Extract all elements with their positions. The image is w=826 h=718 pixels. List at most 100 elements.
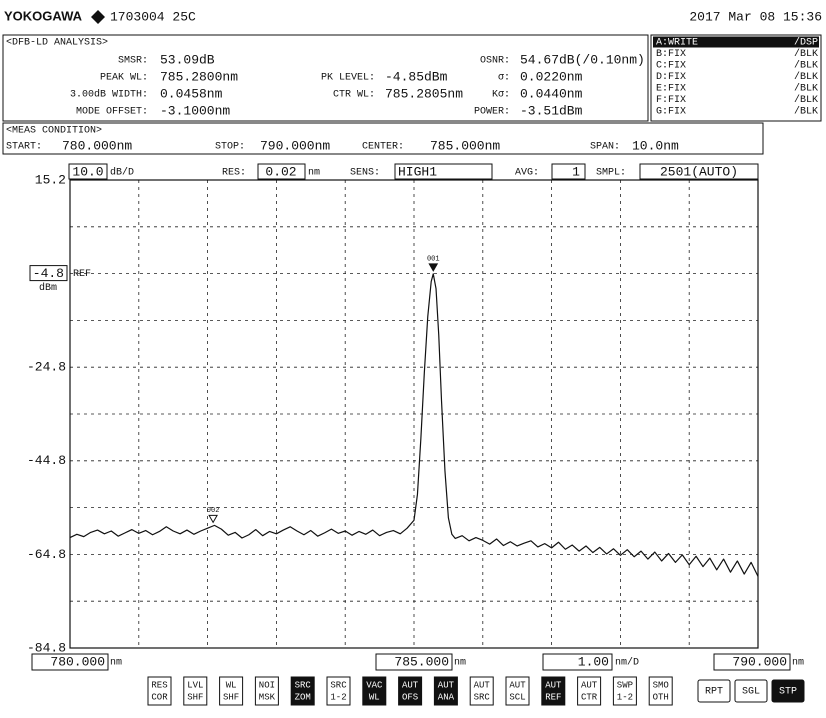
trace-name: E:FIX [656,84,686,95]
x-unit: nm [792,658,804,669]
ref-unit: dBm [39,282,57,294]
ref-level: -4.8 [33,266,64,281]
softkey[interactable] [398,676,423,706]
softkey-top[interactable]: SMO [653,680,669,690]
xdiv-box [542,653,613,671]
y-tick-label: -44.8 [27,453,66,468]
softkey-bottom[interactable]: 1-2 [617,692,633,702]
softkey-top[interactable]: LVL [187,680,203,690]
analysis-title: <DFB-LD ANALYSIS> [6,38,108,49]
ref-label: REF [73,269,91,280]
softkey-top[interactable]: NOI [259,680,275,690]
softkey-bottom[interactable]: ZOM [295,692,311,702]
softkey-top[interactable]: RES [151,680,167,690]
analysis-value: 0.0458nm [160,86,223,101]
softkey[interactable] [183,676,208,706]
softkey-bottom[interactable]: SRC [474,692,491,702]
softkey[interactable] [577,676,602,706]
condition-label: STOP: [215,142,245,153]
scale-box [68,163,108,180]
trace-mode: /BLK [794,60,818,72]
softkey-bottom[interactable]: ANA [438,692,455,702]
trace-name: C:FIX [656,61,686,72]
smpl-label: SMPL: [596,168,626,179]
softkey-bottom[interactable]: SHF [223,692,239,702]
softkey-bottom[interactable]: SCL [509,692,525,702]
trace-highlight [653,36,819,48]
marker-label: 001 [427,256,440,264]
run-key-label[interactable]: SGL [742,687,760,698]
trace-mode: /BLK [794,83,818,95]
sens-label: SENS: [350,168,380,179]
smpl: 2501(AUTO) [660,164,738,179]
condition-label: CENTER: [362,142,404,153]
y-tick-label: -24.8 [27,360,66,375]
condition-box [2,122,764,155]
analysis-value: 0.0220nm [520,69,583,84]
analysis-label: 3.00dB WIDTH: [70,89,148,101]
softkey-bottom[interactable]: SHF [187,692,203,702]
res: 0.02 [265,164,296,179]
avg: 1 [572,164,580,179]
softkey-top[interactable]: SRC [330,680,347,690]
softkey[interactable] [612,676,637,706]
analysis-label: OSNR: [480,56,510,67]
sens-box [394,163,493,180]
x-tick-box [375,653,453,671]
softkey-bottom[interactable]: COR [151,692,168,702]
softkey[interactable] [362,676,387,706]
analysis-label: σ: [498,73,510,84]
run-key-label[interactable]: STP [779,687,797,698]
brand-diamond [91,10,105,24]
trace-mode: /BLK [794,106,818,118]
run-key[interactable] [771,679,805,703]
analysis-label: CTR WL: [333,90,375,101]
softkey-top[interactable]: AUT [474,680,491,690]
softkey-bottom[interactable]: REF [545,692,561,702]
condition-value: 10.0nm [632,138,679,153]
softkey[interactable] [505,676,530,706]
condition-label: START: [6,142,42,153]
softkey-top[interactable]: SRC [295,680,312,690]
analysis-box [2,34,649,122]
avg-box [551,163,586,180]
x-unit: nm [454,658,466,669]
softkey-top[interactable]: SWP [617,680,633,690]
softkey-top[interactable]: AUT [438,680,455,690]
softkey-top[interactable]: AUT [581,680,598,690]
run-key-label[interactable]: RPT [705,687,723,698]
softkey-bottom[interactable]: CTR [581,692,598,702]
softkey-bottom[interactable]: WL [369,692,380,702]
softkey-bottom[interactable]: OTH [653,692,669,702]
softkey-top[interactable]: VAC [366,680,383,690]
softkey[interactable] [326,676,351,706]
softkey[interactable] [469,676,494,706]
x-tick-box [31,653,109,671]
x-tick-label: 790.000 [732,654,787,669]
trace-name: B:FIX [656,49,686,60]
softkey[interactable] [290,676,315,706]
softkey-top[interactable]: WL [226,680,237,690]
analysis-value: -3.1000nm [160,103,230,118]
softkey-bottom[interactable]: MSK [259,692,276,702]
softkey-top[interactable]: AUT [402,680,419,690]
run-key[interactable] [697,679,731,703]
softkey[interactable] [541,676,566,706]
softkey[interactable] [219,676,244,706]
softkey[interactable] [147,676,172,706]
x-tick-label: 785.000 [394,654,449,669]
softkey[interactable] [254,676,279,706]
softkey-top[interactable]: AUT [509,680,526,690]
smpl-box [639,163,759,180]
softkey[interactable] [648,676,673,706]
softkey[interactable] [433,676,458,706]
spectrum-trace [69,273,759,577]
softkey-bottom[interactable]: 1-2 [330,692,346,702]
trace-mode: /BLK [794,71,818,83]
analysis-label: MODE OFFSET: [76,107,148,118]
run-key[interactable] [734,679,768,703]
softkey-bottom[interactable]: OFS [402,692,418,702]
x-per-div: 1.00 [578,654,609,669]
softkey-top[interactable]: AUT [545,680,562,690]
